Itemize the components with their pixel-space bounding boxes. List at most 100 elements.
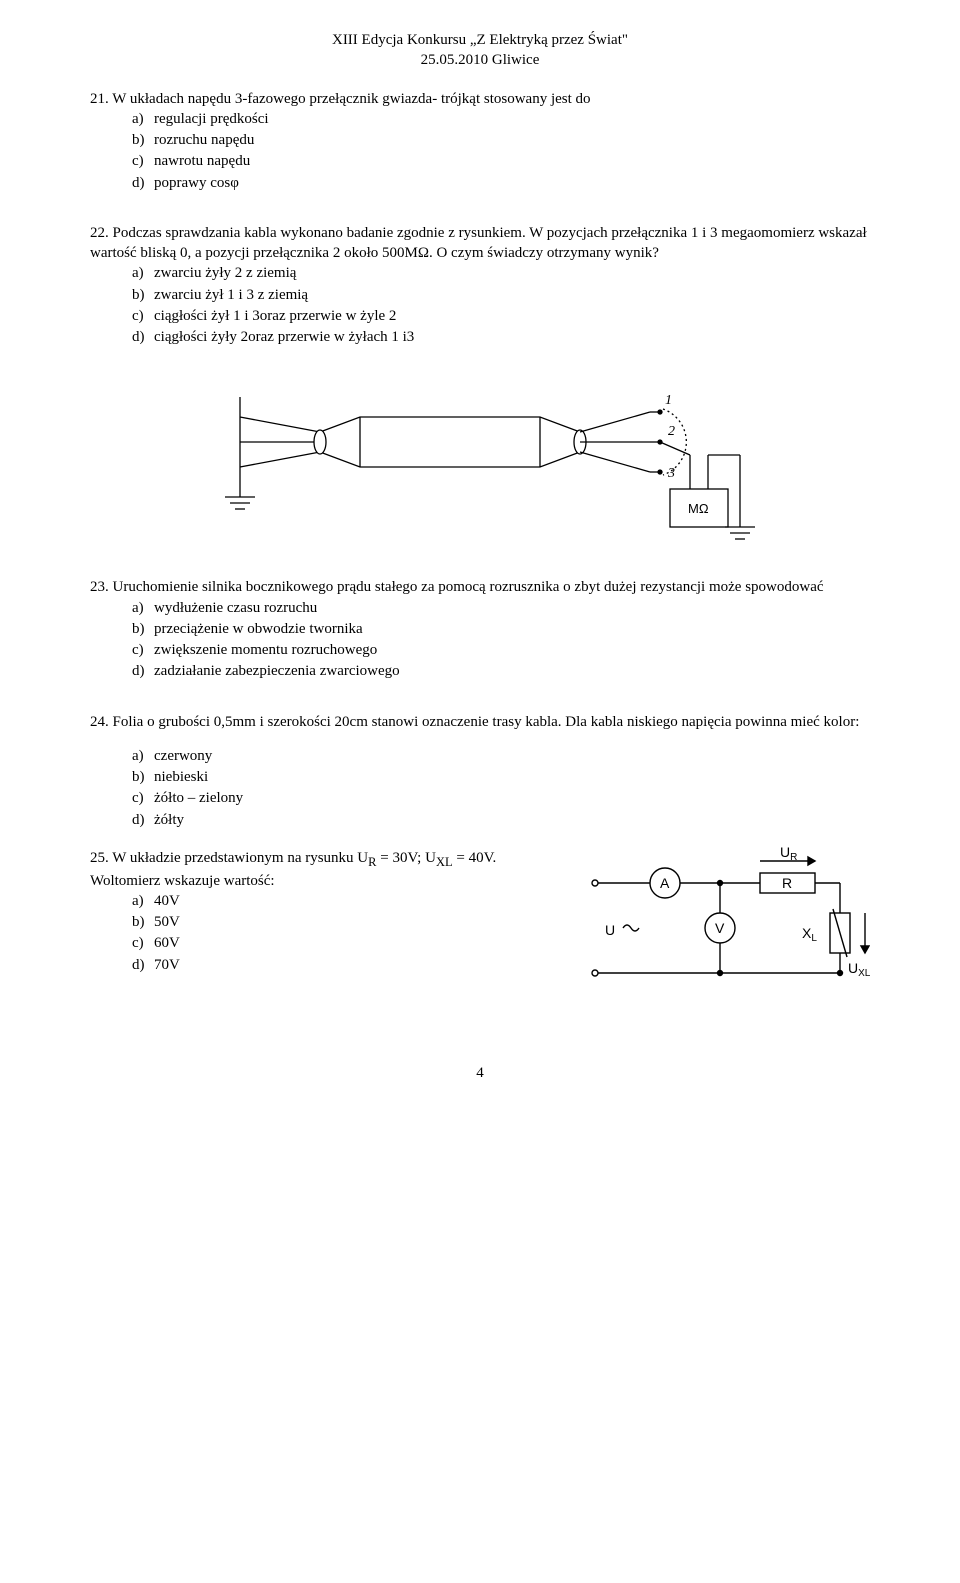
opt-text: zwiększenie momentu rozruchowego [154, 642, 377, 658]
question-25: 25. W układzie przedstawionym na rysunku… [90, 848, 870, 1003]
opt-text: 60V [154, 935, 180, 951]
header-line-1: XIII Edycja Konkursu „Z Elektryką przez … [90, 30, 870, 50]
q22-number: 22. [90, 225, 109, 241]
question-22: 22. Podczas sprawdzania kabla wykonano b… [90, 223, 870, 348]
q22-opt-d: d)ciągłości żyły 2oraz przerwie w żyłach… [132, 327, 870, 347]
opt-text: zwarciu żył 1 i 3 z ziemią [154, 287, 308, 303]
opt-label: d) [132, 327, 154, 347]
wire-label-3: 3 [667, 466, 675, 481]
opt-label: c) [132, 151, 154, 171]
question-21: 21. W układach napędu 3-fazowego przełąc… [90, 89, 870, 193]
q23-body: Uruchomienie silnika bocznikowego prądu … [113, 579, 824, 595]
meter-label: MΩ [688, 501, 709, 516]
opt-label: b) [132, 767, 154, 787]
opt-label: c) [132, 640, 154, 660]
opt-text: poprawy cosφ [154, 175, 239, 191]
opt-text: żółty [154, 812, 184, 828]
q25-text: 25. W układzie przedstawionym na rysunku… [90, 848, 560, 891]
q21-opt-b: b)rozruchu napędu [132, 130, 870, 150]
voltmeter-label: V [715, 920, 725, 936]
q23-options: a)wydłużenie czasu rozruchu b)przeciążen… [90, 598, 870, 682]
q25-opt-c: c)60V [132, 933, 560, 953]
q23-text: 23. Uruchomienie silnika bocznikowego pr… [90, 577, 870, 597]
opt-text: żółto – zielony [154, 790, 243, 806]
q23-opt-a: a)wydłużenie czasu rozruchu [132, 598, 870, 618]
opt-label: d) [132, 955, 154, 975]
wire-label-1: 1 [665, 393, 672, 408]
q25-body: W układzie przedstawionym na rysunku UR … [90, 850, 496, 889]
q24-number: 24. [90, 714, 109, 730]
ammeter-label: A [660, 875, 670, 891]
q21-opt-a: a)regulacji prędkości [132, 109, 870, 129]
cable-diagram-svg: 1 2 3 MΩ [200, 377, 760, 547]
q24-text: 24. Folia o grubości 0,5mm i szerokości … [90, 712, 870, 732]
opt-text: 40V [154, 893, 180, 909]
opt-label: c) [132, 933, 154, 953]
opt-text: rozruchu napędu [154, 132, 254, 148]
opt-text: 50V [154, 914, 180, 930]
opt-label: a) [132, 746, 154, 766]
q21-options: a)regulacji prędkości b)rozruchu napędu … [90, 109, 870, 193]
circuit-diagram-svg: A V UR R XL UXL U [580, 843, 870, 1003]
opt-text: zadziałanie zabezpieczenia zwarciowego [154, 663, 400, 679]
opt-label: b) [132, 912, 154, 932]
opt-label: d) [132, 661, 154, 681]
opt-label: a) [132, 109, 154, 129]
opt-label: a) [132, 598, 154, 618]
q21-body: W układach napędu 3-fazowego przełącznik… [112, 91, 590, 107]
opt-label: d) [132, 810, 154, 830]
q24-opt-c: c)żółto – zielony [132, 788, 870, 808]
opt-label: d) [132, 173, 154, 193]
question-23: 23. Uruchomienie silnika bocznikowego pr… [90, 577, 870, 681]
q22-figure: 1 2 3 MΩ [90, 377, 870, 547]
opt-label: c) [132, 788, 154, 808]
opt-text: czerwony [154, 748, 212, 764]
opt-text: zwarciu żyły 2 z ziemią [154, 265, 296, 281]
opt-text: przeciążenie w obwodzie twornika [154, 621, 363, 637]
q25-opt-d: d)70V [132, 955, 560, 975]
q22-opt-c: c)ciągłości żył 1 i 3oraz przerwie w żyl… [132, 306, 870, 326]
opt-label: c) [132, 306, 154, 326]
q25-opt-a: a)40V [132, 891, 560, 911]
q21-text: 21. W układach napędu 3-fazowego przełąc… [90, 89, 870, 109]
opt-label: b) [132, 619, 154, 639]
page-number: 4 [90, 1063, 870, 1083]
opt-text: ciągłości żył 1 i 3oraz przerwie w żyle … [154, 308, 396, 324]
opt-text: 70V [154, 957, 180, 973]
q23-number: 23. [90, 579, 109, 595]
wire-label-2: 2 [668, 424, 675, 439]
opt-text: niebieski [154, 769, 208, 785]
opt-label: a) [132, 263, 154, 283]
q25-figure: A V UR R XL UXL U [580, 843, 870, 1003]
q23-opt-b: b)przeciążenie w obwodzie twornika [132, 619, 870, 639]
q22-opt-a: a)zwarciu żyły 2 z ziemią [132, 263, 870, 283]
q24-options: a)czerwony b)niebieski c)żółto – zielony… [90, 746, 870, 830]
q25-opt-b: b)50V [132, 912, 560, 932]
question-24: 24. Folia o grubości 0,5mm i szerokości … [90, 712, 870, 830]
q24-opt-a: a)czerwony [132, 746, 870, 766]
opt-label: b) [132, 130, 154, 150]
q21-opt-c: c)nawrotu napędu [132, 151, 870, 171]
q21-number: 21. [90, 91, 109, 107]
q24-body: Folia o grubości 0,5mm i szerokości 20cm… [113, 714, 860, 730]
q24-opt-b: b)niebieski [132, 767, 870, 787]
q22-options: a)zwarciu żyły 2 z ziemią b)zwarciu żył … [90, 263, 870, 347]
q22-opt-b: b)zwarciu żył 1 i 3 z ziemią [132, 285, 870, 305]
opt-label: a) [132, 891, 154, 911]
opt-text: nawrotu napędu [154, 153, 250, 169]
q25-options: a)40V b)50V c)60V d)70V [90, 891, 560, 975]
q23-opt-d: d)zadziałanie zabezpieczenia zwarciowego [132, 661, 870, 681]
q22-text: 22. Podczas sprawdzania kabla wykonano b… [90, 223, 870, 264]
header-line-2: 25.05.2010 Gliwice [90, 50, 870, 70]
opt-text: ciągłości żyły 2oraz przerwie w żyłach 1… [154, 329, 414, 345]
q24-opt-d: d)żółty [132, 810, 870, 830]
opt-label: b) [132, 285, 154, 305]
page-header: XIII Edycja Konkursu „Z Elektryką przez … [90, 30, 870, 71]
q23-opt-c: c)zwiększenie momentu rozruchowego [132, 640, 870, 660]
q25-number: 25. [90, 850, 109, 866]
q21-opt-d: d)poprawy cosφ [132, 173, 870, 193]
uxl-label: UXL [848, 960, 870, 979]
r-label: R [782, 875, 792, 891]
xl-label: XL [802, 925, 817, 944]
ur-label: UR [780, 844, 797, 863]
